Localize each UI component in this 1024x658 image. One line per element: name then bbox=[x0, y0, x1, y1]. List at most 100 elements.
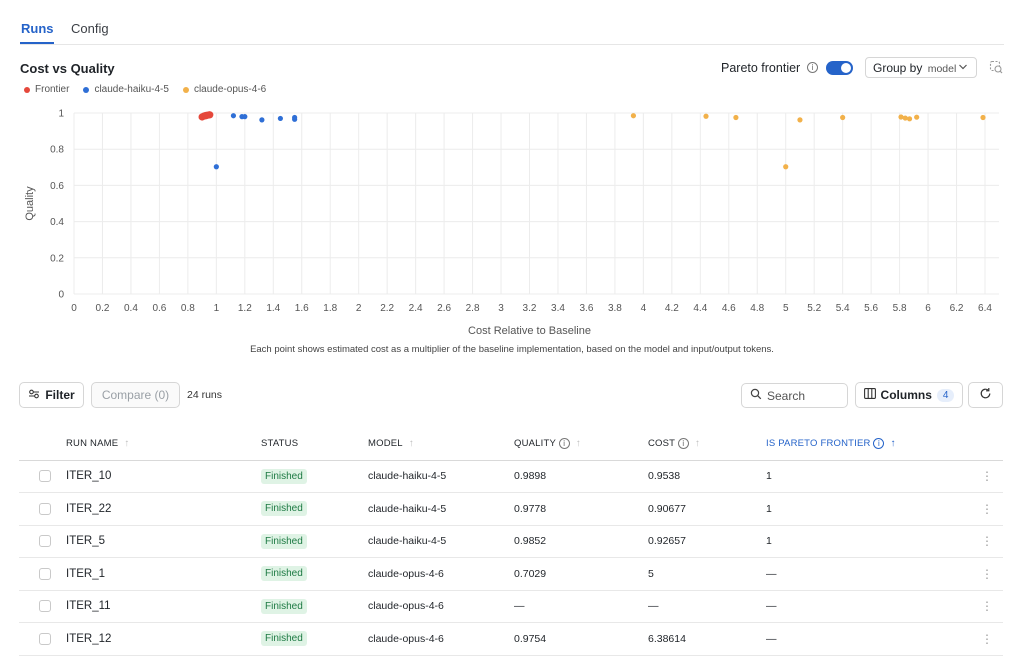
data-point[interactable] bbox=[914, 114, 920, 120]
chart-title: Cost vs Quality bbox=[20, 61, 115, 76]
pareto-frontier-toggle[interactable] bbox=[826, 61, 853, 75]
table-row[interactable]: ITER_11 Finished claude-opus-4-6 — — — ⋮ bbox=[19, 590, 1003, 623]
header-status[interactable]: STATUS bbox=[261, 427, 368, 461]
legend-dot-icon bbox=[83, 86, 90, 93]
frontier-cell: — bbox=[766, 622, 971, 656]
row-menu-icon[interactable]: ⋮ bbox=[971, 622, 1003, 656]
x-tick-label: 1.8 bbox=[323, 303, 337, 314]
compare-button[interactable]: Compare (0) bbox=[91, 382, 180, 408]
row-checkbox[interactable] bbox=[39, 470, 51, 483]
y-tick-label: 0.8 bbox=[50, 145, 64, 156]
info-icon[interactable]: i bbox=[807, 62, 818, 73]
data-point[interactable] bbox=[630, 113, 637, 119]
legend-dot-icon bbox=[24, 86, 30, 93]
x-tick-label: 5.4 bbox=[836, 303, 850, 314]
row-menu-icon[interactable]: ⋮ bbox=[971, 525, 1003, 558]
header-is-pareto-frontier[interactable]: IS PARETO FRONTIER i ↑ bbox=[766, 427, 971, 461]
legend-item-frontier[interactable]: Frontier bbox=[24, 84, 69, 95]
x-tick-label: 6 bbox=[925, 303, 931, 314]
header-run-name[interactable]: RUN NAME ↑ bbox=[66, 427, 261, 461]
model-cell: claude-opus-4-6 bbox=[368, 622, 514, 656]
data-point[interactable] bbox=[980, 114, 986, 121]
row-menu-icon[interactable]: ⋮ bbox=[971, 460, 1003, 493]
quality-cell: 0.9852 bbox=[514, 525, 648, 558]
x-tick-label: 6.2 bbox=[950, 303, 964, 314]
data-point[interactable] bbox=[898, 114, 904, 120]
data-point[interactable] bbox=[206, 111, 214, 119]
cost-cell: 0.90677 bbox=[648, 492, 766, 526]
data-point[interactable] bbox=[797, 117, 803, 123]
toggle-knob bbox=[841, 63, 851, 73]
legend-item-opus[interactable]: claude-opus-4-6 bbox=[182, 84, 266, 95]
table-row[interactable]: ITER_1 Finished claude-opus-4-6 0.7029 5… bbox=[19, 557, 1003, 591]
status-badge: Finished bbox=[261, 631, 307, 647]
tab-runs[interactable]: Runs bbox=[21, 21, 54, 36]
filter-label: Filter bbox=[45, 388, 75, 402]
data-point[interactable] bbox=[902, 115, 908, 121]
legend-item-haiku[interactable]: claude-haiku-4-5 bbox=[83, 84, 169, 95]
data-point[interactable] bbox=[733, 114, 739, 121]
info-icon[interactable]: i bbox=[558, 437, 570, 449]
run-name[interactable]: ITER_1 bbox=[66, 557, 261, 591]
run-name[interactable]: ITER_11 bbox=[66, 590, 261, 623]
data-point[interactable] bbox=[906, 116, 913, 122]
data-point[interactable] bbox=[292, 114, 298, 121]
header-label: RUN NAME bbox=[66, 437, 119, 449]
frontier-cell: 1 bbox=[766, 492, 971, 526]
filter-button[interactable]: Filter bbox=[19, 382, 84, 408]
x-tick-label: 0.8 bbox=[181, 303, 195, 314]
y-tick-label: 1 bbox=[58, 109, 64, 120]
quality-cell: 0.7029 bbox=[514, 557, 648, 591]
table-row[interactable]: ITER_5 Finished claude-haiku-4-5 0.9852 … bbox=[19, 525, 1003, 558]
data-point[interactable] bbox=[840, 114, 846, 121]
run-name[interactable]: ITER_5 bbox=[66, 525, 261, 558]
quality-cell: 0.9754 bbox=[514, 622, 648, 656]
x-tick-label: 5.6 bbox=[864, 303, 878, 314]
header-quality[interactable]: QUALITY i ↑ bbox=[514, 427, 648, 461]
group-by-select[interactable]: Group by model bbox=[865, 57, 977, 78]
columns-button[interactable]: Columns 4 bbox=[855, 382, 963, 408]
search-field[interactable] bbox=[741, 383, 848, 408]
row-checkbox[interactable] bbox=[39, 535, 51, 548]
sort-arrow-icon: ↑ bbox=[408, 437, 414, 449]
data-point[interactable] bbox=[703, 113, 709, 119]
run-name[interactable]: ITER_12 bbox=[66, 622, 261, 656]
scatter-chart[interactable]: 0 0.2 0.4 0.6 0.8 1 0 0.2 0.4 0.6 0.8 1 1.2 1.4 1.6 1.8… bbox=[0, 100, 1024, 340]
table-row[interactable]: ITER_10 Finished claude-haiku-4-5 0.9898… bbox=[19, 460, 1003, 493]
x-tick-label: 5 bbox=[783, 303, 789, 314]
row-checkbox[interactable] bbox=[39, 632, 51, 645]
data-point[interactable] bbox=[277, 115, 283, 122]
x-tick-label: 3 bbox=[498, 303, 504, 314]
row-checkbox[interactable] bbox=[39, 502, 51, 515]
table-row[interactable]: ITER_12 Finished claude-opus-4-6 0.9754 … bbox=[19, 622, 1003, 656]
y-tick-label: 0 bbox=[58, 290, 64, 301]
x-tick-label: 1 bbox=[214, 303, 220, 314]
legend-label: claude-haiku-4-5 bbox=[94, 84, 169, 95]
data-point[interactable] bbox=[242, 114, 248, 120]
row-checkbox[interactable] bbox=[39, 567, 51, 580]
row-menu-icon[interactable]: ⋮ bbox=[971, 557, 1003, 591]
info-icon[interactable]: i bbox=[873, 437, 885, 449]
info-icon[interactable]: i bbox=[677, 437, 689, 449]
header-cost[interactable]: COST i ↑ bbox=[648, 427, 766, 461]
header-model[interactable]: MODEL ↑ bbox=[368, 427, 514, 461]
data-point[interactable] bbox=[259, 117, 265, 123]
run-name[interactable]: ITER_10 bbox=[66, 460, 261, 493]
group-by-value: model bbox=[927, 63, 957, 75]
data-point[interactable] bbox=[783, 164, 789, 170]
x-tick-label: 4 bbox=[641, 303, 647, 314]
x-tick-label: 0.4 bbox=[124, 303, 138, 314]
row-menu-icon[interactable]: ⋮ bbox=[971, 492, 1003, 526]
run-name[interactable]: ITER_22 bbox=[66, 492, 261, 526]
tab-config[interactable]: Config bbox=[71, 21, 109, 36]
cost-cell: — bbox=[648, 590, 766, 623]
row-menu-icon[interactable]: ⋮ bbox=[971, 590, 1003, 623]
data-point[interactable] bbox=[230, 113, 237, 119]
table-row[interactable]: ITER_22 Finished claude-haiku-4-5 0.9778… bbox=[19, 492, 1003, 526]
row-checkbox[interactable] bbox=[39, 600, 51, 613]
reset-zoom-icon[interactable] bbox=[988, 60, 1004, 76]
data-point[interactable] bbox=[213, 164, 219, 170]
search-input[interactable] bbox=[767, 388, 837, 403]
cost-cell: 5 bbox=[648, 557, 766, 591]
refresh-button[interactable] bbox=[968, 382, 1003, 408]
